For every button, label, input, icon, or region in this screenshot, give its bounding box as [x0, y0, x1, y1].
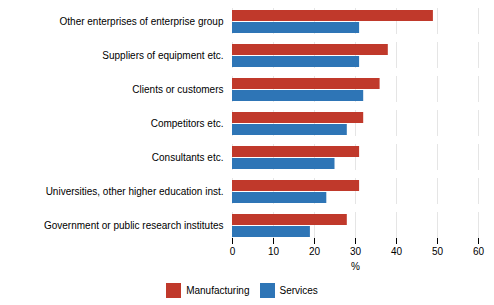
svg-text:Suppliers of equipment etc.: Suppliers of equipment etc.: [102, 50, 223, 61]
html-text:Services: Services: [279, 285, 318, 296]
svg-text:60: 60: [473, 246, 485, 257]
svg-text:Government or public research: Government or public research institutes: [44, 220, 224, 231]
svg-text:0: 0: [230, 246, 236, 257]
svg-text:40: 40: [391, 246, 403, 257]
svg-text:50: 50: [432, 246, 444, 257]
svg-text:30: 30: [350, 246, 362, 257]
svg-text:Consultants etc.: Consultants etc.: [152, 152, 224, 163]
svg-text:10: 10: [268, 246, 280, 257]
svg-text:Clients or customers: Clients or customers: [132, 84, 223, 95]
svg-text:20: 20: [309, 246, 321, 257]
svg-text:Universities, other higher edu: Universities, other higher education ins…: [46, 186, 224, 197]
svg-text:%: %: [351, 261, 360, 272]
html-text:Manufacturing: Manufacturing: [186, 285, 250, 296]
svg-text:Competitors etc.: Competitors etc.: [151, 118, 224, 129]
svg-text:Other enterprises of enterpris: Other enterprises of enterprise group: [60, 16, 224, 27]
